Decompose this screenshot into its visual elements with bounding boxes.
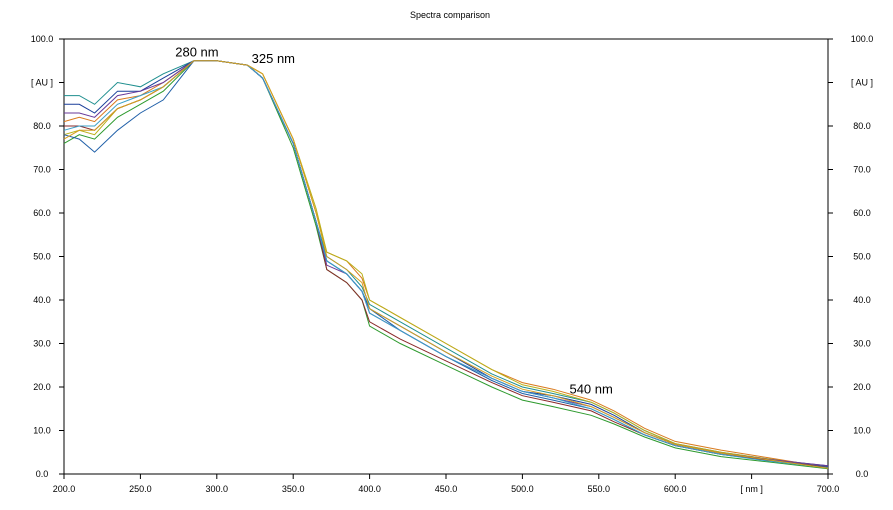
- right-y-tick-label: 60.0: [853, 208, 871, 218]
- series-line-1: [64, 60, 829, 467]
- left-y-tick-label: 30.0: [33, 339, 51, 349]
- x-tick-label: 450.0: [435, 484, 458, 494]
- x-tick-label: 300.0: [206, 484, 229, 494]
- series-line-9: [63, 60, 829, 469]
- series-line-8: [64, 60, 829, 467]
- plot-area: [63, 38, 829, 475]
- chart-title: Spectra comparison: [410, 10, 490, 20]
- right-y-tick-label: 70.0: [853, 165, 871, 175]
- left-y-tick-label: 70.0: [33, 165, 51, 175]
- x-axis: 200.0 250.0 300.0 350.0 400.0 450.0 500.0 550.0…: [53, 474, 840, 494]
- x-tick-label: 350.0: [282, 484, 305, 494]
- left-y-axis: 0.0 10.0 20.0 30.0 40.0 50.0 60.0 70.0 80.0 [ AU …: [31, 34, 64, 479]
- right-y-tick-label: 80.0: [853, 121, 871, 131]
- right-y-tick-label: 20.0: [853, 382, 871, 392]
- series-line-10: [63, 60, 829, 469]
- series-line-6: [63, 60, 829, 468]
- series-layer: [63, 60, 829, 470]
- series-line-7: [64, 60, 829, 468]
- left-y-tick-label: 0.0: [36, 469, 49, 479]
- right-y-tick-label: 0.0: [856, 469, 869, 479]
- right-y-tick-label: 30.0: [853, 339, 871, 349]
- annotation-label: 540 nm: [569, 382, 612, 397]
- right-y-axis: 0.0 10.0 20.0 30.0 40.0 50.0 60.0 70.0 80.0 [ AU …: [828, 34, 873, 479]
- right-y-tick-label: [ AU ]: [851, 78, 873, 88]
- x-tick-label: 500.0: [511, 484, 534, 494]
- annotation-label: 325 nm: [252, 51, 295, 66]
- series-line-3: [63, 60, 829, 468]
- left-y-tick-label: [ AU ]: [31, 78, 53, 88]
- left-y-tick-label: 40.0: [33, 295, 51, 305]
- x-tick-label: 250.0: [129, 484, 152, 494]
- right-y-tick-label: 50.0: [853, 252, 871, 262]
- x-tick-label: 700.0: [817, 484, 840, 494]
- plot-frame: [63, 38, 829, 475]
- annotations: 280 nm 325 nm 540 nm: [175, 44, 613, 396]
- left-y-tick-label: 60.0: [33, 208, 51, 218]
- x-tick-label: 550.0: [588, 484, 611, 494]
- series-line-2: [64, 60, 829, 467]
- annotation-label: 280 nm: [175, 44, 218, 59]
- series-line-5: [63, 60, 829, 470]
- x-tick-label: [ nm ]: [740, 484, 763, 494]
- right-y-tick-label: 10.0: [853, 426, 871, 436]
- left-y-tick-label: 10.0: [33, 426, 51, 436]
- left-y-tick-label: 80.0: [33, 121, 51, 131]
- x-tick-label: 600.0: [664, 484, 687, 494]
- right-y-tick-label: 40.0: [853, 295, 871, 305]
- left-y-tick-label: 100.0: [31, 34, 54, 44]
- x-tick-label: 400.0: [358, 484, 381, 494]
- left-y-tick-label: 20.0: [33, 382, 51, 392]
- x-tick-label: 200.0: [53, 484, 76, 494]
- left-y-tick-label: 50.0: [33, 252, 51, 262]
- right-y-tick-label: 100.0: [851, 34, 874, 44]
- series-line-4: [63, 60, 829, 469]
